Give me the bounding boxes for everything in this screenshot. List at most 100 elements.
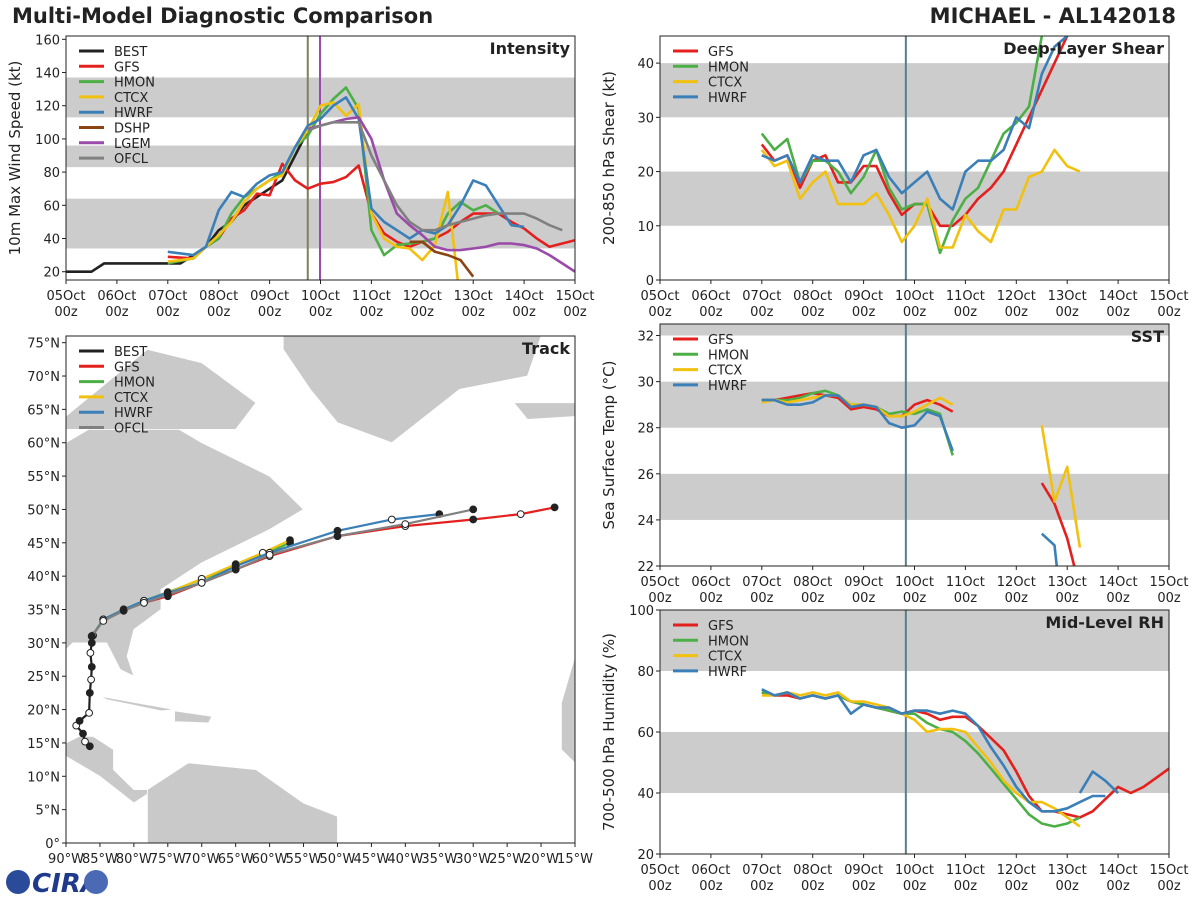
- shaded-band: [660, 473, 1169, 520]
- lat-tick-label: 50°N: [27, 503, 60, 518]
- legend-label-hmon: HMON: [708, 60, 749, 75]
- time-tick-day: 06Oct: [691, 575, 730, 590]
- track-point-ofcl: [231, 565, 240, 574]
- legend-label-ofcl: OFCL: [114, 152, 149, 167]
- time-tick-hour: 00z: [1157, 591, 1181, 606]
- time-tick-day: 09Oct: [844, 863, 883, 878]
- series-line-ctcx: [167, 101, 460, 280]
- shear-plot-area: [660, 36, 1169, 280]
- legend-label-best: BEST: [114, 45, 147, 60]
- legend-label-gfs: GFS: [114, 60, 140, 75]
- shear-panel: 05Oct00z06Oct00z07Oct00z08Oct00z09Oct00z…: [600, 35, 1189, 320]
- time-tick-hour: 00z: [801, 591, 825, 606]
- legend-label-gfs: GFS: [708, 619, 734, 634]
- time-tick-hour: 00z: [1056, 879, 1080, 894]
- time-tick-hour: 00z: [903, 879, 927, 894]
- shaded-band: [660, 610, 1169, 671]
- time-tick-hour: 00z: [1157, 879, 1181, 894]
- cira-globe-icon: [6, 870, 30, 894]
- series-line-ctcx: [760, 148, 1081, 249]
- time-tick-day: 15Oct: [1149, 863, 1188, 878]
- time-tick-hour: 00z: [258, 305, 282, 320]
- time-tick-hour: 00z: [750, 879, 774, 894]
- y-tick-label: 26: [637, 468, 654, 483]
- storm-id: MICHAEL - AL142018: [929, 4, 1176, 28]
- shaded-band: [660, 324, 1169, 336]
- series-line-hwrf: [1040, 532, 1059, 566]
- time-tick-day: 12Oct: [997, 575, 1036, 590]
- time-tick-hour: 00z: [801, 305, 825, 320]
- series-line-hmon: [167, 86, 500, 265]
- time-tick-day: 15Oct: [1149, 289, 1188, 304]
- intensity-plot-area: [66, 36, 575, 280]
- lon-tick-label: 20°W: [523, 852, 559, 867]
- legend-label-hmon: HMON: [114, 376, 155, 391]
- iceland-landmass: [513, 402, 575, 420]
- lon-tick-label: 40°W: [387, 852, 423, 867]
- series-line-hwrf: [1078, 770, 1120, 794]
- lon-tick-label: 55°W: [286, 852, 322, 867]
- lat-tick-label: 20°N: [27, 704, 60, 719]
- series-line-gfs: [1040, 482, 1076, 566]
- time-tick-day: 11Oct: [352, 289, 391, 304]
- shaded-band: [660, 63, 1169, 118]
- time-tick-day: 11Oct: [946, 575, 985, 590]
- track-point-best: [85, 709, 93, 717]
- y-tick-label: 0: [646, 274, 654, 289]
- time-tick-day: 15Oct: [555, 289, 594, 304]
- lat-tick-label: 55°N: [27, 470, 60, 485]
- time-tick-day: 11Oct: [946, 289, 985, 304]
- time-tick-hour: 00z: [648, 879, 672, 894]
- track-point-ofcl: [99, 617, 108, 625]
- time-tick-hour: 00z: [903, 591, 927, 606]
- intensity-panel: 05Oct00z06Oct00z07Oct00z08Oct00z09Oct00z…: [6, 33, 595, 320]
- sst-panel: 05Oct00z06Oct00z07Oct00z08Oct00z09Oct00z…: [600, 323, 1189, 606]
- time-tick-day: 14Oct: [1099, 575, 1138, 590]
- legend-label-hwrf: HWRF: [708, 91, 747, 106]
- panel-title: Mid-Level RH: [1045, 613, 1164, 632]
- time-tick-hour: 00z: [156, 305, 180, 320]
- lat-tick-label: 40°N: [27, 570, 60, 585]
- track-point-best: [85, 742, 94, 751]
- y-tick-label: 20: [637, 848, 654, 863]
- rh-frame: [659, 609, 1170, 855]
- lat-tick-label: 45°N: [27, 537, 60, 552]
- time-tick-day: 13Oct: [1048, 575, 1087, 590]
- shaded-band: [660, 732, 1169, 793]
- series-line-lgem: [307, 116, 575, 273]
- time-tick-hour: 00z: [309, 305, 333, 320]
- lat-tick-label: 0°: [45, 837, 60, 852]
- lon-tick-label: 50°W: [320, 852, 356, 867]
- time-tick-day: 11Oct: [946, 863, 985, 878]
- y-tick-label: 160: [35, 33, 60, 48]
- series-line-ctcx: [1040, 425, 1082, 548]
- time-tick-hour: 00z: [411, 305, 435, 320]
- lon-tick-label: 85°W: [82, 852, 118, 867]
- rh-plot-area: [660, 610, 1169, 854]
- track-panel: 90°W85°W80°W75°W70°W65°W60°W55°W50°W45°W…: [27, 335, 593, 867]
- time-tick-day: 05Oct: [640, 575, 679, 590]
- panel-title: SST: [1131, 327, 1164, 346]
- time-tick-day: 12Oct: [403, 289, 442, 304]
- legend-label-lgem: LGEM: [114, 137, 151, 152]
- track-point-best: [75, 717, 84, 725]
- lat-tick-label: 35°N: [27, 604, 60, 619]
- track-point-ctcx: [286, 536, 294, 544]
- y-tick-label: 30: [637, 376, 654, 391]
- series-line-hwrf: [761, 394, 954, 452]
- lon-tick-label: 75°W: [150, 852, 186, 867]
- track-point-ofcl: [401, 520, 410, 528]
- time-tick-hour: 00z: [54, 305, 78, 320]
- y-tick-label: 100: [35, 133, 60, 148]
- time-tick-hour: 00z: [1106, 305, 1130, 320]
- time-tick-day: 09Oct: [844, 575, 883, 590]
- time-tick-day: 06Oct: [691, 863, 730, 878]
- y-tick-label: 40: [43, 233, 60, 248]
- north-america-landmass: [66, 402, 305, 843]
- cira-logo: CIRA: [6, 869, 108, 898]
- time-tick-hour: 00z: [699, 591, 723, 606]
- sst-plot-area: [660, 324, 1169, 566]
- y-tick-label: 10: [637, 220, 654, 235]
